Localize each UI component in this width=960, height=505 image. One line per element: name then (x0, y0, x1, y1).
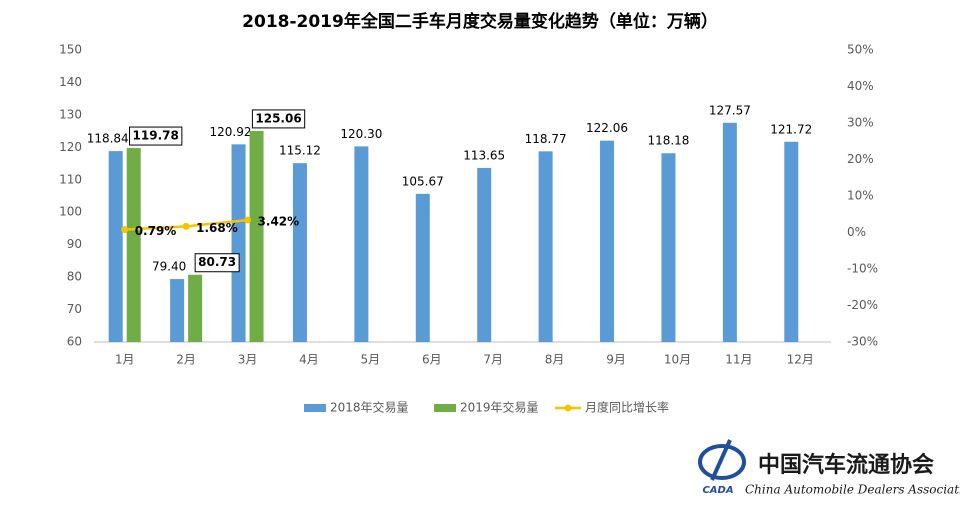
y2-tick-label: -10% (847, 262, 878, 276)
legend-label: 2018年交易量 (330, 400, 409, 415)
y2-tick-label: 40% (847, 79, 874, 93)
bar (231, 144, 246, 342)
x-tick-label: 4月 (299, 353, 319, 367)
y-tick-label: 150 (59, 43, 82, 57)
y-tick-label: 140 (59, 75, 82, 89)
value-label: 118.18 (647, 134, 689, 148)
bar (784, 141, 799, 342)
logo-abbr: CADA (702, 485, 733, 496)
bar (722, 122, 737, 342)
x-tick-label: 2月 (176, 353, 196, 367)
y2-tick-label: -30% (847, 335, 878, 349)
value-label: 0.79% (135, 224, 177, 238)
value-label: 127.57 (709, 103, 751, 117)
value-label: 115.12 (279, 144, 321, 158)
value-label-box (129, 126, 183, 146)
value-label: 118.84 (87, 132, 129, 146)
y-tick-label: 110 (59, 172, 82, 186)
bar (477, 167, 492, 342)
y-tick-label: 70 (67, 302, 82, 316)
value-label: 118.77 (525, 132, 567, 146)
bar (292, 163, 307, 342)
y-tick-label: 80 (67, 270, 82, 284)
bar (126, 148, 141, 342)
y-tick-label: 100 (59, 205, 82, 219)
x-tick-label: 1月 (115, 353, 135, 367)
value-label-box (194, 253, 240, 273)
value-label: 105.67 (402, 174, 444, 188)
line-point (121, 226, 129, 234)
x-tick-label: 12月 (787, 353, 814, 367)
logo-mark (698, 444, 746, 480)
value-label: 1.68% (196, 221, 238, 235)
line-point (244, 216, 252, 224)
x-tick-label: 6月 (422, 353, 442, 367)
legend-label: 2019年交易量 (460, 400, 539, 415)
bar (108, 151, 123, 342)
y2-tick-label: 20% (847, 152, 874, 166)
legend-label: 月度同比增长率 (585, 400, 669, 415)
value-label: 120.92 (210, 125, 252, 139)
y2-tick-label: 30% (847, 116, 874, 130)
x-tick-label: 7月 (483, 353, 503, 367)
y2-tick-label: 10% (847, 189, 874, 203)
y-tick-label: 60 (67, 335, 82, 349)
logo-name-en: China Automobile Dealers Association (745, 483, 960, 497)
value-label: 119.78 (133, 129, 179, 143)
legend-swatch (434, 404, 456, 412)
x-tick-label: 3月 (238, 353, 258, 367)
legend-swatch (304, 404, 326, 412)
bar (538, 151, 553, 342)
bar (170, 279, 185, 342)
legend-swatch (564, 404, 572, 412)
x-tick-label: 10月 (664, 353, 691, 367)
x-tick-label: 8月 (545, 353, 565, 367)
y2-tick-label: 50% (847, 43, 874, 57)
x-tick-label: 9月 (606, 353, 626, 367)
logo-mark (710, 439, 732, 481)
bar (415, 193, 430, 342)
value-label: 80.73 (198, 255, 236, 269)
y-tick-label: 130 (59, 107, 82, 121)
value-label-box (251, 109, 306, 129)
bar (354, 146, 369, 342)
value-label: 122.06 (586, 121, 628, 135)
y-tick-label: 120 (59, 140, 82, 154)
value-label: 125.06 (255, 111, 301, 125)
value-label: 79.40 (152, 260, 186, 274)
value-label: 3.42% (258, 215, 300, 229)
x-tick-label: 5月 (361, 353, 381, 367)
bar (249, 130, 264, 342)
logo-name-cn: 中国汽车流通协会 (758, 452, 934, 478)
bar (661, 153, 676, 342)
value-label: 113.65 (463, 148, 505, 162)
line-point (182, 222, 190, 230)
bar (188, 274, 203, 342)
bar (600, 140, 615, 342)
y2-tick-label: 0% (847, 225, 866, 239)
value-label: 120.30 (340, 127, 382, 141)
y2-tick-label: -20% (847, 298, 878, 312)
chart-title: 2018-2019年全国二手车月度交易量变化趋势（单位：万辆） (242, 11, 718, 32)
logo: CADA 中国汽车流通协会 China Automobile Dealers A… (698, 439, 960, 497)
value-label: 121.72 (770, 122, 812, 136)
x-tick-label: 11月 (725, 353, 752, 367)
y-tick-label: 90 (67, 237, 82, 251)
